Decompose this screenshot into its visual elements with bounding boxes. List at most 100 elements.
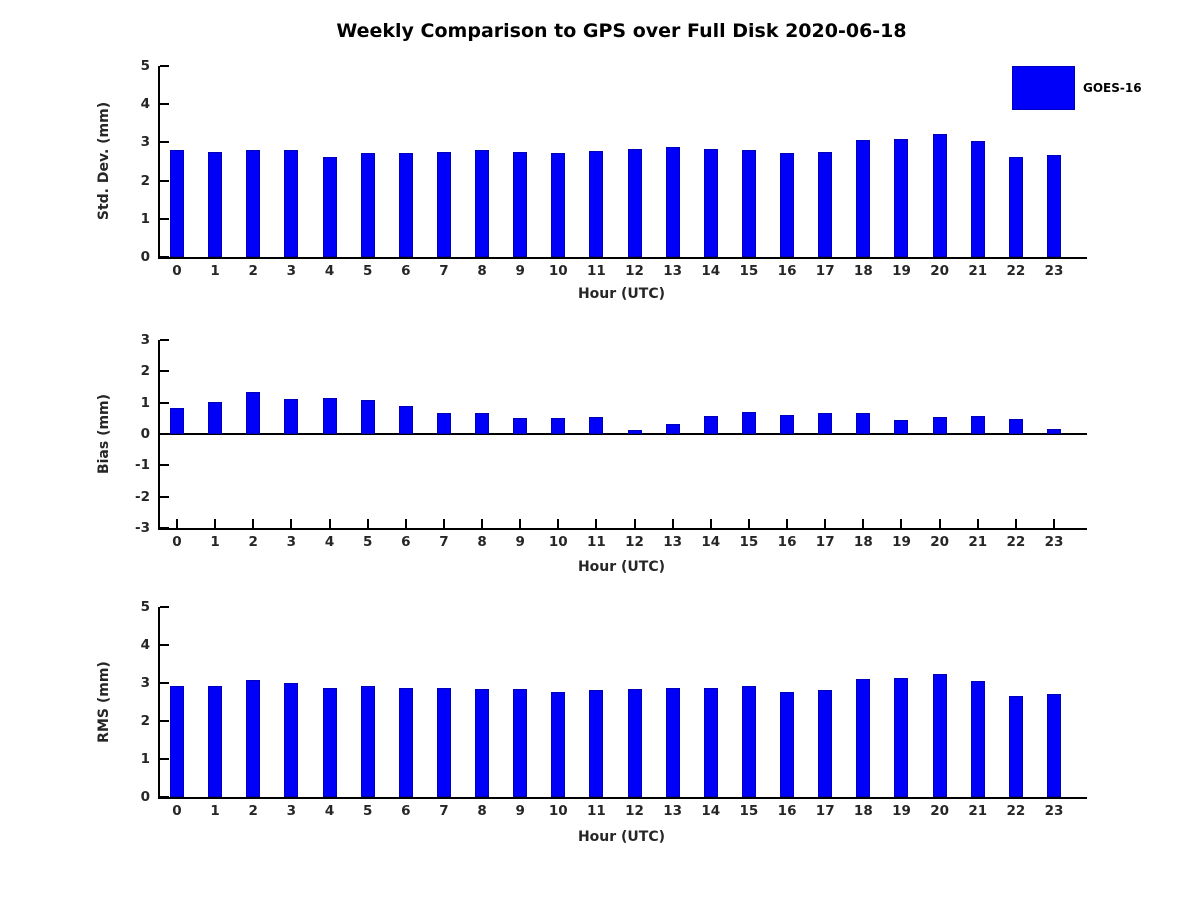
bar-hour-20 <box>932 133 947 257</box>
x-tick <box>290 519 293 528</box>
y-tick <box>160 179 169 182</box>
bar-hour-21 <box>970 416 985 434</box>
legend: GOES-16 <box>1012 66 1142 110</box>
bar-hour-11 <box>589 689 604 797</box>
y-tick <box>160 103 169 106</box>
bar-hour-0 <box>170 408 184 434</box>
bar-hour-15 <box>741 686 756 797</box>
bar-hour-12 <box>627 430 642 434</box>
y-tick-label: -3 <box>135 520 150 536</box>
x-tick <box>595 519 598 528</box>
x-axis-label-bias: Hour (UTC) <box>577 559 666 575</box>
bar-hour-16 <box>780 415 795 434</box>
x-tick-label: 17 <box>815 803 835 819</box>
bar-hour-12 <box>627 688 642 797</box>
y-tick-label: 4 <box>140 96 150 113</box>
bar-hour-22 <box>1008 418 1023 434</box>
bar-hour-2 <box>246 679 261 797</box>
legend-swatch <box>1012 66 1075 110</box>
x-tick <box>176 519 178 528</box>
x-tick <box>709 519 712 528</box>
y-tick <box>160 644 169 646</box>
x-axis-label-rms: Hour (UTC) <box>577 829 666 845</box>
x-tick-label: 12 <box>625 263 644 279</box>
y-tick-label: 3 <box>140 332 150 348</box>
x-tick-label: 11 <box>587 534 606 550</box>
x-tick-label: 15 <box>739 263 759 279</box>
x-tick-label: 16 <box>777 263 797 279</box>
y-tick <box>160 339 169 341</box>
x-tick-label: 6 <box>401 803 411 819</box>
x-tick <box>214 519 217 528</box>
bar-hour-21 <box>970 141 985 257</box>
x-tick-label: 19 <box>892 263 911 279</box>
x-tick <box>252 519 255 528</box>
x-tick-label: 13 <box>663 534 683 550</box>
x-tick-label: 22 <box>1006 534 1026 550</box>
zero-axis-line <box>160 433 1087 435</box>
plot-area-bias: 3 2 1 0 -1 -2 -3 0 1 2 3 4 5 6 7 8 9 10 11 12 13 14 15 16 17 18 19… <box>135 332 1087 550</box>
y-tick-label: 5 <box>140 58 150 74</box>
bar-hour-20 <box>932 417 947 434</box>
y-tick <box>160 606 169 608</box>
x-tick-label: 19 <box>892 803 911 819</box>
bar-hour-7 <box>436 151 451 257</box>
bar-hour-2 <box>246 150 261 257</box>
x-tick <box>824 519 827 528</box>
bar-hour-8 <box>475 413 490 434</box>
bar-hour-1 <box>208 685 223 797</box>
bar-hour-15 <box>741 149 756 257</box>
bar-hour-16 <box>780 691 795 797</box>
x-tick-label: 3 <box>286 803 297 819</box>
bar-hour-10 <box>551 418 566 434</box>
y-tick <box>160 682 169 684</box>
bar-hour-14 <box>703 149 718 257</box>
x-tick-label: 20 <box>930 803 949 819</box>
x-tick-label: 23 <box>1044 534 1064 550</box>
x-tick-label: 18 <box>853 803 873 819</box>
y-tick-label: 0 <box>140 249 150 265</box>
x-tick <box>481 519 484 528</box>
x-tick-label: 22 <box>1006 803 1026 819</box>
y-tick-label: 3 <box>140 134 150 151</box>
x-tick-label: 15 <box>739 534 759 550</box>
x-tick-label: 20 <box>930 263 949 279</box>
bar-hour-5 <box>360 399 375 434</box>
x-tick-label: 1 <box>210 803 220 819</box>
x-tick-label: 9 <box>515 534 525 550</box>
x-tick-label: 1 <box>210 534 220 550</box>
bar-hour-10 <box>551 691 566 797</box>
x-tick-label: 6 <box>401 263 411 279</box>
bar-hour-14 <box>703 687 718 797</box>
x-tick-label: 3 <box>286 263 297 279</box>
y-tick-label: 1 <box>140 210 150 227</box>
x-tick-label: 12 <box>625 803 644 819</box>
bar-hour-19 <box>894 138 909 257</box>
x-tick-label: 5 <box>362 803 373 819</box>
y-tick-label: 1 <box>140 394 150 411</box>
bar-hour-17 <box>818 151 833 257</box>
x-tick <box>366 519 369 528</box>
x-tick-label: 20 <box>930 534 949 550</box>
x-tick-label: 4 <box>324 534 335 550</box>
y-tick <box>160 401 169 404</box>
y-tick-label: 3 <box>140 675 150 691</box>
x-tick-label: 10 <box>548 263 568 279</box>
bar-hour-18 <box>856 678 871 797</box>
x-tick-label: 14 <box>701 263 721 279</box>
x-tick-label: 7 <box>439 534 449 550</box>
x-tick-label: 8 <box>477 803 487 819</box>
x-tick <box>442 519 445 528</box>
bar-hour-20 <box>932 673 947 797</box>
x-tick-label: 14 <box>701 534 721 550</box>
x-tick <box>404 519 407 528</box>
x-tick <box>519 519 522 528</box>
x-tick-label: 23 <box>1044 263 1064 279</box>
bar-hour-4 <box>322 397 337 434</box>
bar-hour-23 <box>1046 154 1061 257</box>
x-tick-label: 0 <box>172 534 182 550</box>
x-tick-label: 5 <box>362 534 373 550</box>
bar-hour-8 <box>475 150 490 257</box>
bar-hour-17 <box>818 689 833 797</box>
chart-title: Weekly Comparison to GPS over Full Disk … <box>336 20 907 42</box>
